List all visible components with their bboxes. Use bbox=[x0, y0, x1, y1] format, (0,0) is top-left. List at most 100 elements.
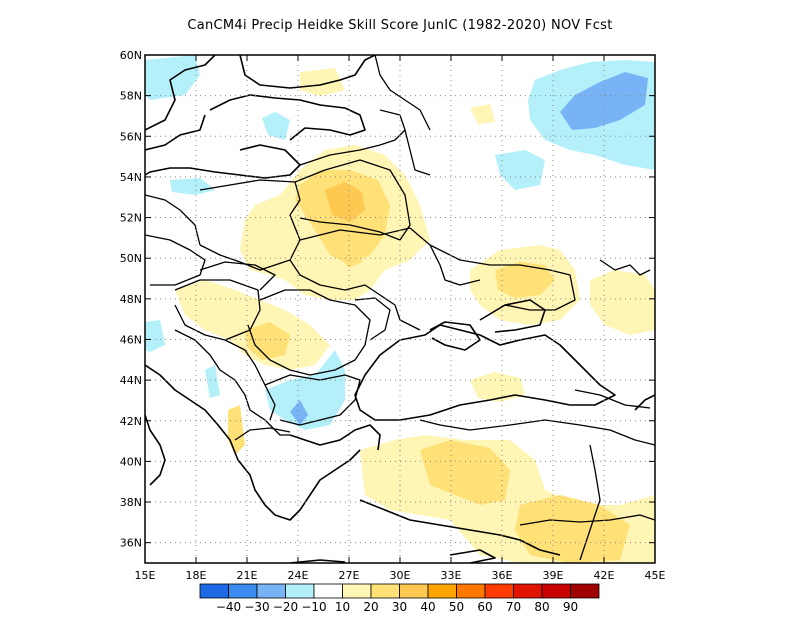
colorbar-swatch bbox=[342, 583, 372, 599]
coast-crete bbox=[289, 559, 346, 563]
colorbar-label: 40 bbox=[420, 600, 435, 614]
lat-tick-label: 52N bbox=[120, 212, 142, 225]
shade-light-yellow-finland bbox=[300, 68, 345, 96]
colorbar-swatch bbox=[427, 583, 457, 599]
country-borders bbox=[145, 55, 655, 561]
lon-tick-label: 33E bbox=[441, 569, 462, 582]
lon-tick-label: 21E bbox=[237, 569, 258, 582]
skill-shading bbox=[145, 55, 655, 563]
lon-tick-label: 36E bbox=[492, 569, 513, 582]
shade-yellow-turkey-e bbox=[515, 495, 630, 563]
colorbar-swatch bbox=[513, 583, 543, 599]
lat-tick-label: 36N bbox=[120, 537, 142, 550]
border-baltics bbox=[299, 109, 406, 166]
coastlines-borders bbox=[145, 55, 655, 563]
border-romania bbox=[247, 289, 371, 376]
border-russia-ukraine bbox=[429, 244, 481, 286]
colorbar-label: 10 bbox=[335, 600, 350, 614]
border-belarus bbox=[294, 159, 411, 241]
colorbar-swatch bbox=[313, 583, 343, 599]
colorbar-label: 60 bbox=[477, 600, 492, 614]
coast-cyprus bbox=[449, 549, 496, 563]
shade-light-blue-croatia bbox=[205, 365, 220, 398]
lat-tick-label: 42N bbox=[120, 415, 142, 428]
colorbar-swatch bbox=[285, 583, 315, 599]
colorbar-swatch bbox=[199, 583, 229, 599]
colorbar-label: −20 bbox=[273, 600, 298, 614]
colorbar: −40 −30 −20 −10 10 20 30 40 50 60 70 80 90 bbox=[199, 583, 600, 614]
lat-tick-label: 58N bbox=[120, 90, 142, 103]
border-syria bbox=[519, 514, 655, 526]
shade-light-blue-baltic bbox=[262, 112, 290, 140]
border-poland bbox=[199, 179, 301, 271]
colorbar-swatch bbox=[570, 583, 600, 599]
border-ukraine-south bbox=[289, 259, 421, 331]
coast-finland bbox=[239, 55, 376, 89]
shade-blue-bulgaria bbox=[290, 400, 308, 425]
lat-tick-label: 60N bbox=[120, 49, 142, 62]
colorbar-label: 80 bbox=[534, 600, 549, 614]
lon-tick-label: 42E bbox=[594, 569, 615, 582]
border-serbia bbox=[224, 339, 276, 421]
longitude-ticks: 15E 18E 21E 24E 27E 30E 33E 36E 39E 42E 45E bbox=[135, 55, 666, 582]
border-ukraine bbox=[299, 227, 576, 311]
coast-scandinavia bbox=[145, 55, 216, 131]
shade-light-blue-sea bbox=[170, 178, 215, 195]
shade-light-yellow-east bbox=[590, 270, 655, 335]
lat-tick-label: 40N bbox=[120, 455, 142, 468]
colorbar-swatch bbox=[370, 583, 400, 599]
colorbar-swatch bbox=[484, 583, 514, 599]
border-slovakia bbox=[199, 261, 276, 291]
coast-baltic-east bbox=[145, 144, 301, 179]
border-caucasus bbox=[574, 389, 651, 409]
border-bulgaria bbox=[264, 374, 361, 426]
border-turkey-east bbox=[579, 444, 601, 561]
colorbar-swatch bbox=[399, 583, 429, 599]
shade-yellow-albania bbox=[228, 405, 245, 455]
border-russia-west bbox=[404, 129, 431, 176]
shade-yellow-ukraine bbox=[495, 262, 555, 298]
colorbar-label: 70 bbox=[506, 600, 521, 614]
lat-tick-label: 44N bbox=[120, 374, 142, 387]
lat-tick-label: 50N bbox=[120, 252, 142, 265]
latitude-ticks: 36N 38N 40N 42N 44N 46N 48N 50N 52N 54N 56N 58N 60N bbox=[120, 49, 655, 550]
lat-tick-label: 38N bbox=[120, 496, 142, 509]
border-greece-n bbox=[234, 427, 291, 441]
border-turkey bbox=[419, 419, 655, 446]
coast-crimea bbox=[429, 321, 481, 351]
border-finland-russia bbox=[374, 55, 431, 131]
lat-tick-label: 54N bbox=[120, 171, 142, 184]
lat-tick-label: 46N bbox=[120, 333, 142, 346]
shade-yellow-central bbox=[338, 225, 362, 268]
coast-italy bbox=[145, 414, 166, 486]
colorbar-label: −30 bbox=[244, 600, 269, 614]
shade-yellow-hungary bbox=[245, 322, 290, 360]
coast-turkey-south bbox=[359, 499, 561, 556]
shade-light-blue-ne2 bbox=[495, 150, 545, 190]
colorbar-swatch bbox=[256, 583, 286, 599]
coast-adriatic-east bbox=[145, 364, 239, 461]
map-grid bbox=[145, 55, 655, 563]
lon-tick-label: 30E bbox=[390, 569, 411, 582]
shade-light-blue-adriatic bbox=[145, 320, 165, 352]
colorbar-swatch bbox=[541, 583, 571, 599]
shade-light-yellow-black-sea-n bbox=[470, 372, 525, 402]
lat-tick-label: 48N bbox=[120, 293, 142, 306]
coast-baltic-north bbox=[209, 94, 366, 141]
shade-light-blue-bulgaria bbox=[265, 350, 345, 430]
colorbar-swatch bbox=[456, 583, 486, 599]
lon-tick-label: 18E bbox=[186, 569, 207, 582]
lon-tick-label: 15E bbox=[135, 569, 156, 582]
border-germany bbox=[145, 194, 201, 246]
shade-orange-belarus bbox=[325, 182, 365, 222]
border-austria-czech bbox=[145, 234, 206, 286]
coast-greece bbox=[237, 449, 361, 521]
border-east-river bbox=[599, 259, 651, 276]
map-title: CanCM4i Precip Heidke Skill Score JunIC … bbox=[187, 18, 613, 33]
colorbar-label: 90 bbox=[563, 600, 578, 614]
colorbar-label: 30 bbox=[392, 600, 407, 614]
border-balkans bbox=[174, 329, 290, 436]
colorbar-label: −10 bbox=[301, 600, 326, 614]
border-moldova bbox=[354, 297, 391, 341]
